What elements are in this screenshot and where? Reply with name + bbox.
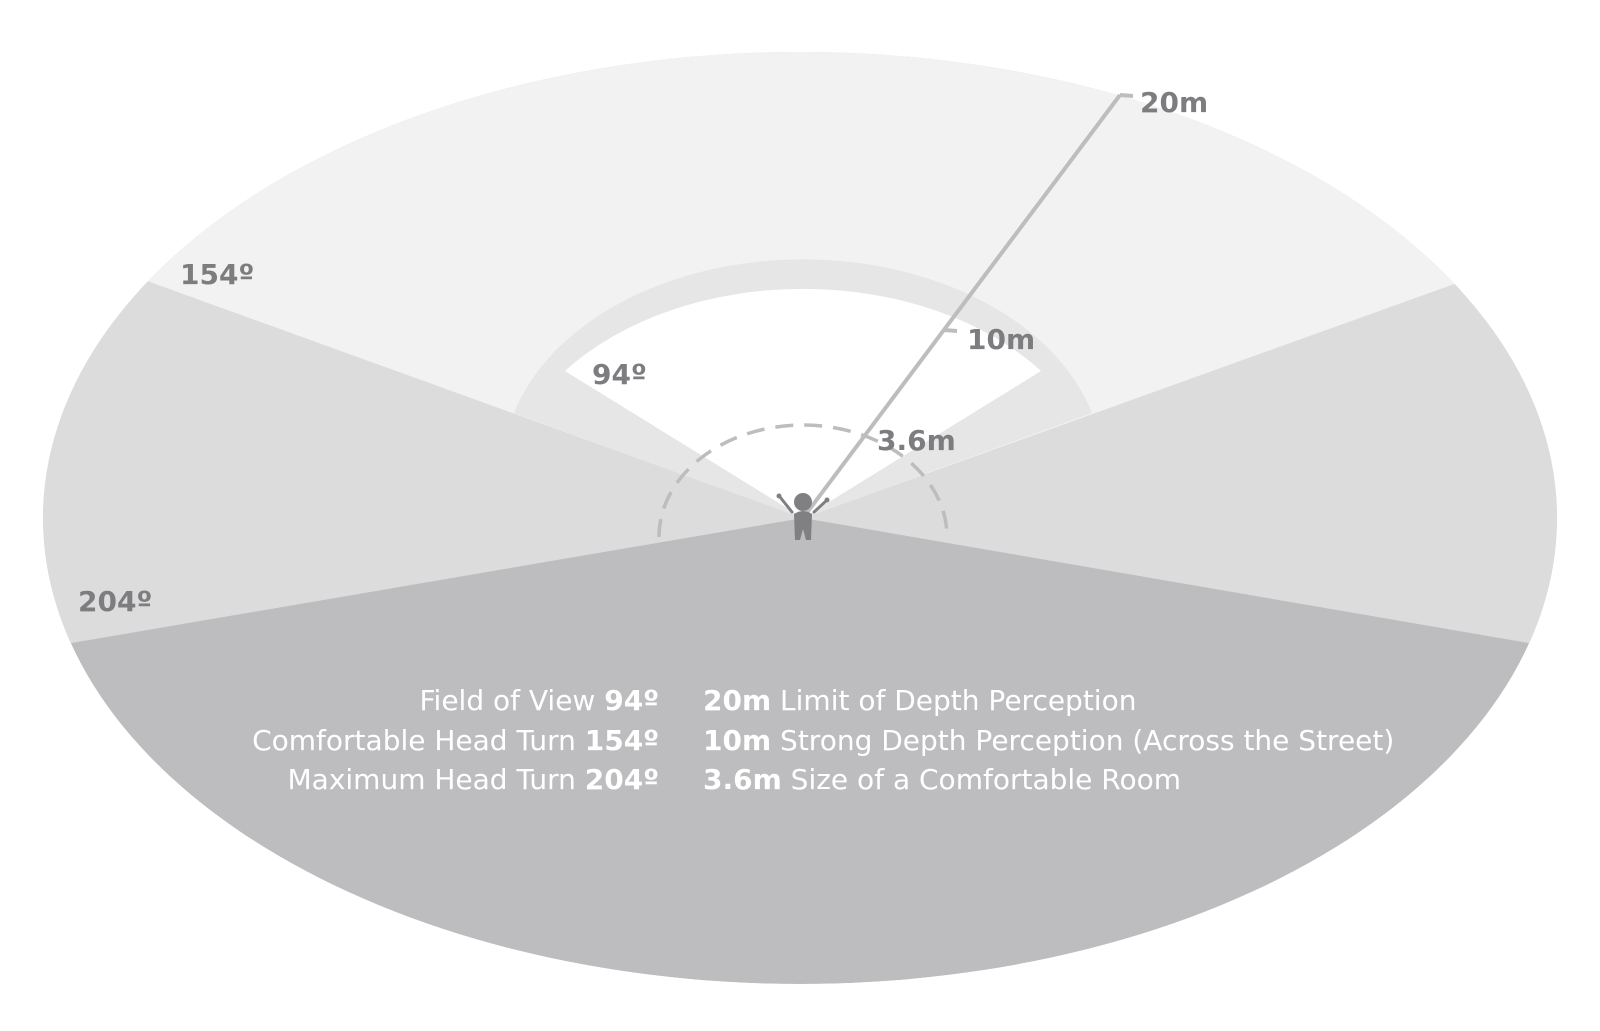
legend-angle-maximum: Maximum Head Turn 204º <box>288 763 660 796</box>
depth-line <box>801 93 1122 520</box>
distance-label-3.6m: 3.6m <box>877 424 956 457</box>
angle-label-154: 154º <box>180 258 254 291</box>
angle-label-94: 94º <box>592 358 647 391</box>
depth-tick-20m <box>1119 93 1134 98</box>
distance-label-10m: 10m <box>967 323 1035 356</box>
person-icon <box>776 493 830 540</box>
distance-label-20m: 20m <box>1140 86 1208 119</box>
legend-distance-20m: 20m Limit of Depth Perception <box>703 684 1136 717</box>
legend-angle-comfortable: Comfortable Head Turn 154º <box>252 724 659 757</box>
field-of-view-sector <box>565 288 1041 518</box>
angle-label-204: 204º <box>78 585 152 618</box>
comfortable-room-arc <box>657 423 949 538</box>
legend-distance-10m: 10m Strong Depth Perception (Across the … <box>703 724 1394 757</box>
legend-angle-fov: Field of View 94º <box>419 684 659 717</box>
legend-distance-3.6m: 3.6m Size of a Comfortable Room <box>703 763 1181 796</box>
depth-tick-10m <box>943 328 958 333</box>
